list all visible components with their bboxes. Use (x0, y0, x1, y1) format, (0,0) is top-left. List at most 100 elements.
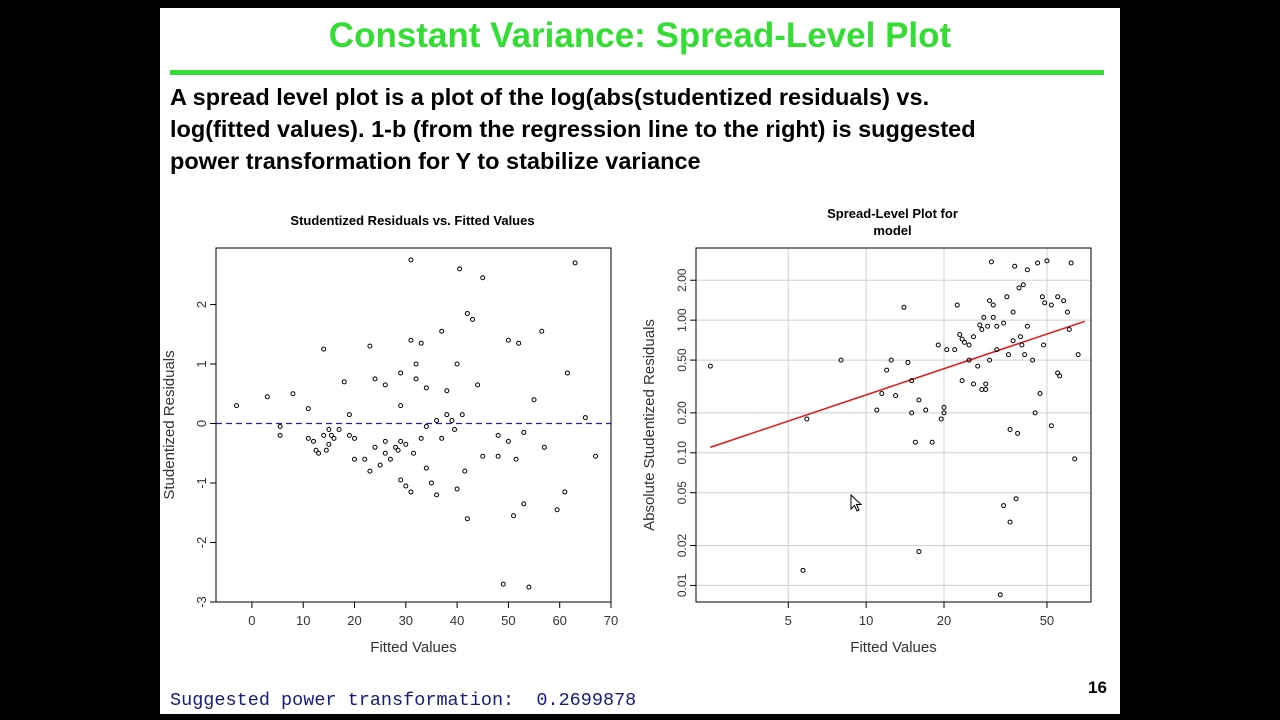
data-point (423, 385, 429, 391)
data-point (387, 456, 393, 462)
data-point (1012, 263, 1018, 269)
data-point (954, 302, 960, 308)
data-point (341, 379, 347, 385)
data-point (983, 381, 989, 387)
data-point (970, 334, 976, 340)
data-point (316, 450, 322, 456)
data-point (1024, 323, 1030, 329)
data-point (983, 387, 989, 393)
page-number: 16 (1088, 678, 1107, 697)
data-point (593, 453, 599, 459)
data-point (434, 418, 440, 424)
data-point (938, 416, 944, 422)
data-point (454, 486, 460, 492)
data-point (994, 323, 1000, 329)
data-point (505, 337, 511, 343)
data-point (1042, 300, 1048, 306)
data-point (800, 567, 806, 573)
data-point (398, 477, 404, 483)
data-point (403, 441, 409, 447)
slide-body-text: A spread level plot is a plot of the log… (170, 81, 1105, 177)
data-point (1017, 334, 1023, 340)
data-point (1048, 302, 1054, 308)
data-point (1055, 294, 1061, 300)
data-point (916, 549, 922, 555)
chart2-title: Spread-Level Plot for model (780, 205, 1005, 239)
data-point (1041, 342, 1047, 348)
data-point (331, 435, 337, 441)
data-point (987, 357, 993, 363)
data-point (526, 584, 532, 590)
y-tick-label: 0 (194, 420, 209, 427)
y-tick-label: -3 (194, 596, 209, 608)
data-point (500, 581, 506, 587)
data-point (966, 357, 972, 363)
data-point (905, 359, 911, 365)
data-point (264, 394, 270, 400)
data-point (909, 378, 915, 384)
data-point (874, 407, 880, 413)
data-point (321, 432, 327, 438)
data-point (1020, 282, 1026, 288)
body-line-3: power transformation for Y to stabilize … (170, 148, 701, 174)
x-axis-label: Fitted Values (850, 639, 936, 656)
data-point (346, 412, 352, 418)
data-point (372, 376, 378, 382)
y-tick-label: 2 (194, 301, 209, 308)
data-point (909, 410, 915, 416)
data-point (398, 438, 404, 444)
data-point (804, 416, 810, 422)
data-point (505, 438, 511, 444)
x-tick-label: 60 (552, 613, 566, 628)
x-tick-label: 70 (604, 613, 618, 628)
data-point (562, 489, 568, 495)
data-point (1013, 496, 1019, 502)
data-point (1024, 267, 1030, 273)
data-point (990, 314, 996, 320)
slide-title: Constant Variance: Spread-Level Plot (328, 16, 952, 55)
data-point (462, 468, 468, 474)
y-tick-label: 1.00 (675, 308, 689, 332)
data-point (1035, 260, 1041, 266)
data-point (879, 390, 885, 396)
x-tick-label: 20 (937, 613, 951, 628)
data-point (408, 337, 414, 343)
data-point (1057, 373, 1063, 379)
x-tick-label: 5 (785, 613, 792, 628)
data-point (884, 367, 890, 373)
data-point (957, 331, 963, 337)
data-point (403, 483, 409, 489)
data-point (469, 316, 475, 322)
data-point (1064, 309, 1070, 315)
data-point (1010, 338, 1016, 344)
data-point (952, 347, 958, 353)
data-point (439, 435, 445, 441)
data-point (970, 381, 976, 387)
data-point (480, 453, 486, 459)
residuals-scatter-chart: 0 10 20 30 40 50 60 70 -3 -2 -1 0 1 2 Fitted Values Stu… (161, 247, 618, 656)
data-point (912, 439, 918, 445)
data-point (408, 257, 414, 263)
data-point (418, 340, 424, 346)
data-point (511, 513, 517, 519)
data-point (901, 304, 907, 310)
data-point (941, 410, 947, 416)
y-axis-label: Absolute Studentized Residuals (641, 319, 658, 531)
y-tick-label: 0.01 (675, 573, 689, 597)
data-point (1068, 260, 1074, 266)
data-point (541, 444, 547, 450)
data-point (959, 378, 965, 384)
body-line-2: log(fitted values). 1-b (from the regres… (170, 116, 976, 142)
data-point (513, 456, 519, 462)
plot-frame (215, 247, 612, 603)
data-point (323, 447, 329, 453)
data-point (464, 516, 470, 522)
data-point (428, 480, 434, 486)
data-point (398, 403, 404, 409)
data-point (521, 501, 527, 507)
data-point (352, 435, 358, 441)
data-point (1001, 503, 1007, 509)
data-point (305, 406, 311, 412)
data-point (977, 322, 983, 328)
data-point (975, 363, 981, 369)
